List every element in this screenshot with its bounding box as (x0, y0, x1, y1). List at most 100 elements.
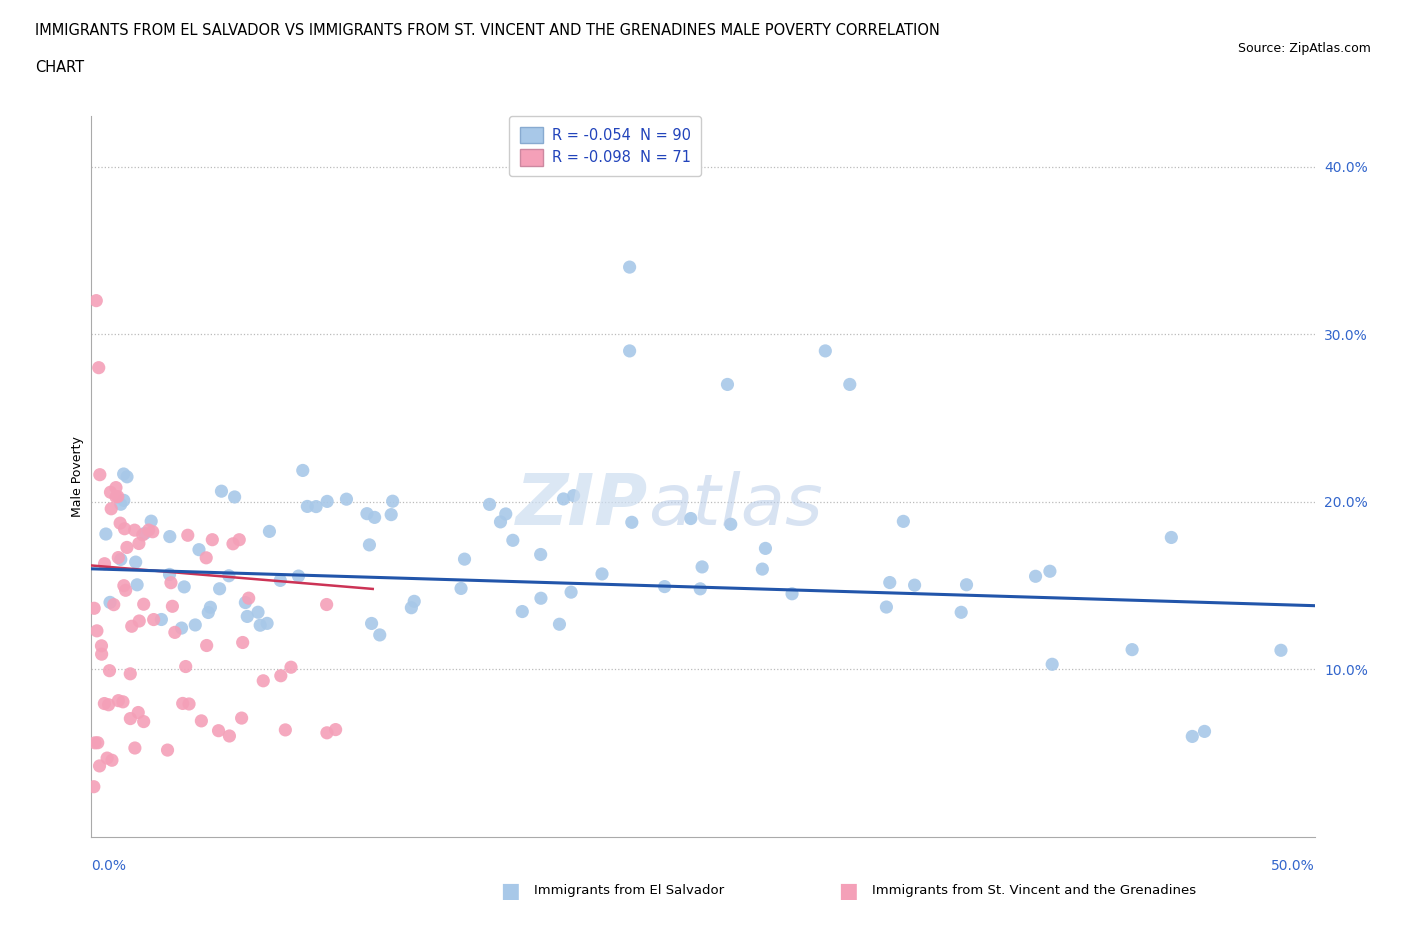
Point (489, 514, 512, 529)
Point (450, 581, 472, 596)
Point (124, 740, 146, 755)
Point (98, 595, 121, 610)
Point (159, 567, 181, 582)
Point (269, 573, 291, 588)
Point (141, 513, 163, 528)
Point (259, 524, 281, 538)
Point (177, 528, 200, 543)
Text: CHART: CHART (35, 60, 84, 75)
Point (160, 576, 183, 591)
Point (224, 489, 246, 504)
Point (1121, 643, 1143, 658)
Point (716, 377, 738, 392)
Point (112, 578, 135, 593)
Point (297, 499, 319, 514)
Point (83, 601, 105, 616)
Point (108, 516, 131, 531)
Point (107, 551, 129, 565)
Point (142, 525, 165, 539)
Point (315, 597, 337, 612)
Point (84, 293, 107, 308)
Point (188, 542, 211, 557)
Point (87, 360, 110, 375)
Point (720, 517, 742, 532)
Text: ■: ■ (838, 881, 858, 901)
Text: ZIP: ZIP (516, 471, 648, 540)
Point (138, 523, 160, 538)
Point (654, 579, 676, 594)
Point (156, 743, 179, 758)
Point (200, 600, 222, 615)
Point (177, 697, 200, 711)
Point (142, 612, 165, 627)
Point (235, 595, 257, 610)
Point (112, 493, 135, 508)
Point (305, 499, 328, 514)
Point (359, 538, 381, 552)
Point (562, 488, 585, 503)
Point (780, 586, 803, 601)
Point (207, 724, 229, 738)
Point (453, 551, 475, 566)
Point (620, 515, 643, 530)
Point (222, 537, 245, 551)
Point (159, 529, 181, 544)
Point (404, 594, 426, 609)
Point (335, 492, 357, 507)
Point (510, 604, 533, 619)
Point (86, 623, 108, 638)
Point (231, 711, 253, 725)
Text: IMMIGRANTS FROM EL SALVADOR VS IMMIGRANTS FROM ST. VINCENT AND THE GRENADINES MA: IMMIGRANTS FROM EL SALVADOR VS IMMIGRANT… (35, 23, 941, 38)
Point (360, 616, 382, 631)
Point (121, 618, 143, 633)
Point (325, 723, 347, 737)
Point (124, 523, 146, 538)
Point (174, 659, 197, 674)
Point (249, 618, 271, 632)
Text: Immigrants from El Salvador: Immigrants from El Salvador (534, 884, 724, 897)
Point (356, 506, 378, 521)
Point (105, 489, 128, 504)
Point (478, 497, 501, 512)
Point (131, 527, 153, 542)
Point (170, 620, 193, 635)
Point (104, 480, 127, 495)
Point (814, 343, 837, 358)
Point (751, 562, 773, 577)
Point (1270, 643, 1292, 658)
Point (87, 736, 110, 751)
Point (132, 714, 155, 729)
Point (195, 638, 218, 653)
Point (1194, 724, 1216, 738)
Point (1181, 729, 1204, 744)
Point (110, 497, 132, 512)
Point (548, 617, 571, 631)
Point (97, 698, 120, 712)
Point (127, 705, 149, 720)
Point (270, 669, 292, 684)
Point (132, 597, 155, 612)
Point (112, 467, 135, 482)
Text: atlas: atlas (648, 471, 823, 540)
Point (93, 697, 115, 711)
Point (1040, 657, 1063, 671)
Point (903, 578, 925, 592)
Point (115, 470, 138, 485)
Point (560, 585, 582, 600)
Point (93, 556, 115, 571)
Point (128, 614, 150, 629)
Point (94, 526, 117, 541)
Text: 50.0%: 50.0% (1271, 858, 1315, 872)
Point (228, 532, 250, 547)
Point (101, 752, 124, 767)
Point (218, 568, 240, 583)
Legend: R = -0.054  N = 90, R = -0.098  N = 71: R = -0.054 N = 90, R = -0.098 N = 71 (509, 116, 702, 177)
Point (150, 612, 173, 627)
Point (232, 635, 254, 650)
Point (125, 554, 148, 569)
Point (120, 711, 142, 726)
Point (114, 583, 136, 598)
Point (950, 604, 973, 619)
Point (363, 510, 385, 525)
Point (110, 552, 132, 567)
